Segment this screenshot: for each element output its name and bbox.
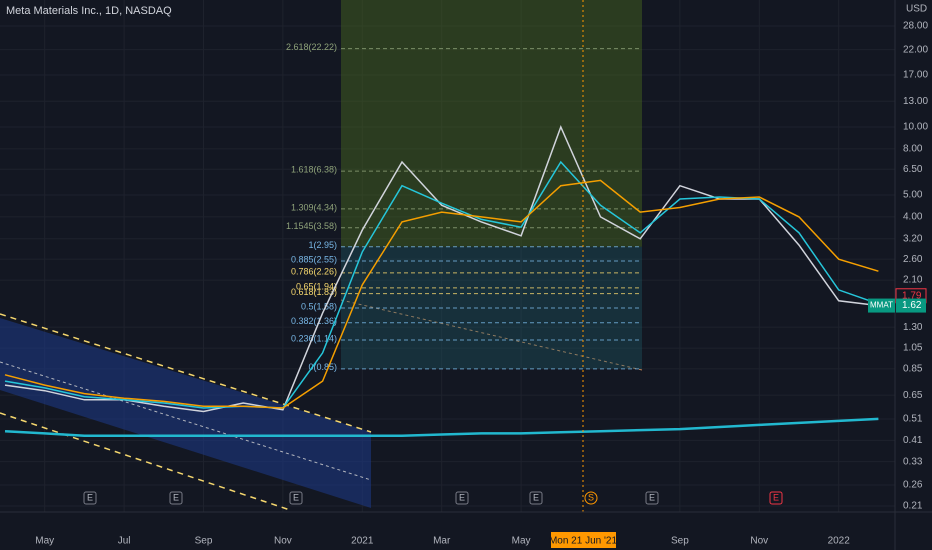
fib-label: 0.382(1.36) — [291, 316, 337, 326]
channel-mid — [0, 361, 372, 481]
y-tick-label: 13.00 — [903, 96, 928, 107]
last-price: 1.62 — [902, 300, 922, 311]
y-tick-label: 2.60 — [903, 254, 923, 265]
event-marker — [529, 491, 543, 505]
y-tick-label: 22.00 — [903, 44, 928, 55]
crosshair-label: Mon 21 Jun '21 — [549, 536, 618, 547]
event-marker — [769, 491, 783, 505]
fib-label: 1.1545(3.58) — [286, 221, 337, 231]
x-tick-label: Mar — [433, 536, 451, 547]
y-tick-label: 0.51 — [903, 414, 923, 425]
y-tick-label: 0.33 — [903, 456, 923, 467]
event-marker — [289, 491, 303, 505]
event-label: E — [773, 492, 779, 502]
event-marker — [83, 491, 97, 505]
fib-label: 2.618(22.22) — [286, 42, 337, 52]
fib-label: 0.236(1.14) — [291, 333, 337, 343]
fib-label: 0.885(2.55) — [291, 254, 337, 264]
y-tick-label: 5.00 — [903, 190, 923, 201]
axis-group: 28.00 22.00 17.00 13.00 10.00 8.00 6.50 5.00 4.0… — [35, 21, 928, 547]
fib-label: 0.786(2.26) — [291, 266, 337, 276]
x-tick-label: Sep — [671, 536, 689, 547]
event-label: E — [87, 492, 93, 502]
event-marker — [455, 491, 469, 505]
ma-price: 1.79 — [902, 290, 922, 301]
x-tick-label: Nov — [750, 536, 768, 547]
event-label: E — [293, 492, 299, 502]
fib-label: 1.309(4.34) — [291, 202, 337, 212]
y-tick-label: 4.00 — [903, 212, 923, 223]
event-label: E — [533, 492, 539, 502]
event-label: E — [649, 492, 655, 502]
y-tick-label: 0.26 — [903, 480, 923, 491]
channel-fill — [0, 318, 371, 508]
ticker-tag — [868, 298, 895, 313]
y-tick-label: 2.10 — [903, 275, 923, 286]
y-tick-label: 0.41 — [903, 435, 923, 446]
y-tick-label: 17.00 — [903, 70, 928, 81]
y-tick-label: 0.21 — [903, 501, 923, 512]
x-tick-label: May — [35, 536, 54, 547]
chart-title: Meta Materials Inc., 1D, NASDAQ — [6, 5, 172, 17]
x-tick-label: Jul — [118, 536, 131, 547]
event-marker — [169, 491, 183, 505]
fib-label: 0.5(1.58) — [301, 301, 337, 311]
price-line — [4, 417, 879, 437]
fib-label: 0.618(1.83) — [291, 287, 337, 297]
channel-bottom — [0, 412, 291, 511]
x-tick-label: Nov — [274, 536, 292, 547]
price-line — [4, 179, 879, 409]
price-axis — [895, 0, 932, 550]
event-marker — [584, 491, 598, 505]
x-tick-label: 2022 — [828, 536, 851, 547]
fib-label: 1(2.95) — [308, 240, 337, 250]
fib-zone-upper — [341, 0, 642, 247]
event-marker — [645, 491, 659, 505]
x-tick-label: Sep — [195, 536, 213, 547]
event-label: E — [459, 492, 465, 502]
y-tick-label: 28.00 — [903, 21, 928, 32]
ticker: MMAT — [870, 301, 893, 310]
y-tick-label: 3.20 — [903, 233, 923, 244]
y-tick-label: 10.00 — [903, 122, 928, 133]
fib-group: 2.618(22.22) 1.618(6.38) 1.309(4.34) 1.1545… — [286, 0, 642, 372]
plot — [4, 124, 879, 437]
y-tick-label: 0.85 — [903, 363, 923, 374]
fib-label: 1.618(6.38) — [291, 164, 337, 174]
fib-label: 0.65(1.94) — [296, 281, 337, 291]
channel-top — [0, 313, 372, 433]
x-tick-label: 2021 — [351, 536, 374, 547]
y-tick-label: 8.00 — [903, 144, 923, 155]
y-tick-label: 6.50 — [903, 164, 923, 175]
price-tag — [896, 298, 926, 313]
x-tick-label: May — [512, 536, 531, 547]
event-label: E — [173, 492, 179, 502]
time-axis — [0, 512, 932, 550]
y-tick-label: 1.30 — [903, 322, 923, 333]
y-tick-label: 0.65 — [903, 390, 923, 401]
currency: USD — [906, 4, 927, 15]
y-tick-label: 1.05 — [903, 343, 923, 354]
fib-label: 0(0.85) — [308, 362, 337, 372]
crosshair-tag — [551, 532, 616, 548]
event-label: S — [588, 492, 594, 502]
